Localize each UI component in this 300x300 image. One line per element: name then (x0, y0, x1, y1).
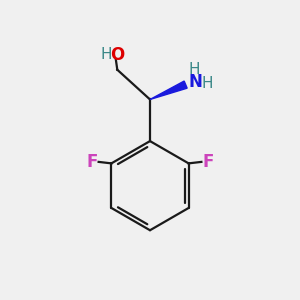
Text: N: N (188, 73, 202, 91)
Text: F: F (202, 153, 214, 171)
Text: H: H (202, 76, 213, 91)
Text: H: H (189, 62, 200, 77)
Text: O: O (110, 46, 124, 64)
Polygon shape (150, 81, 187, 100)
Text: H: H (100, 47, 112, 62)
Text: F: F (86, 153, 98, 171)
